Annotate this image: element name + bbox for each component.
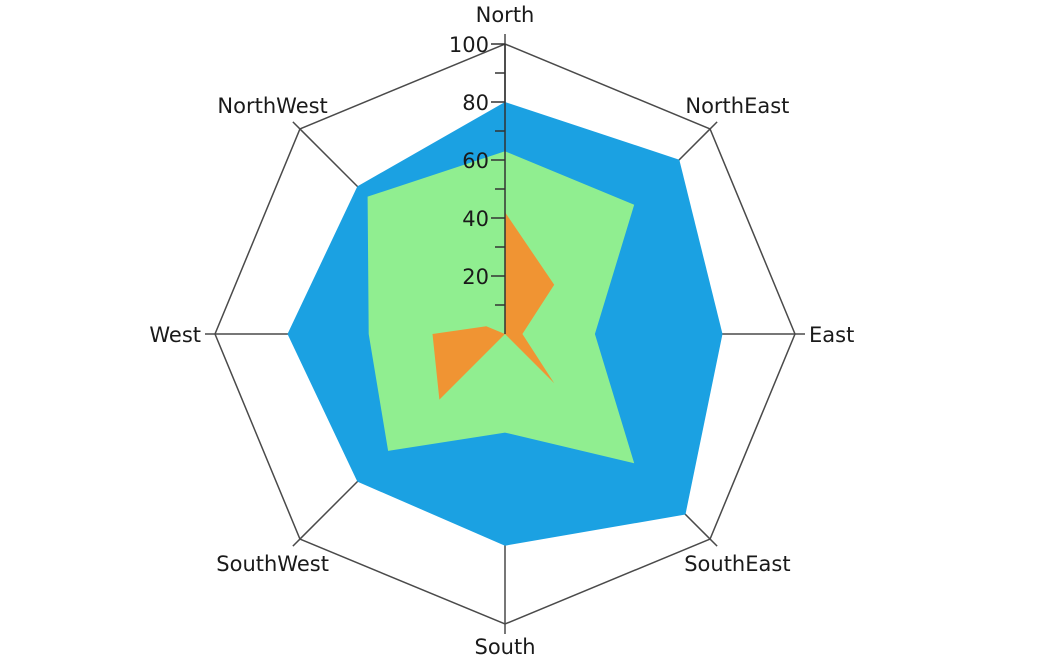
category-label-west: West <box>149 323 201 347</box>
tick-label-80: 80 <box>462 91 489 115</box>
tick-label-100: 100 <box>449 33 489 57</box>
category-label-northwest: NorthWest <box>217 94 327 118</box>
category-labels: North NorthEast East SouthEast South SouthWes… <box>149 3 854 659</box>
category-label-east: East <box>809 323 854 347</box>
tick-label-60: 60 <box>462 149 489 173</box>
spoke-tick <box>709 121 718 130</box>
category-label-southwest: SouthWest <box>216 552 329 576</box>
category-label-south: South <box>474 635 535 659</box>
spoke-tick <box>709 538 718 547</box>
category-label-northeast: NorthEast <box>685 94 789 118</box>
category-label-southeast: SouthEast <box>684 552 790 576</box>
tick-label-20: 20 <box>462 265 489 289</box>
series-2-area <box>367 151 635 464</box>
tick-label-40: 40 <box>462 207 489 231</box>
spoke-tick <box>292 538 301 547</box>
category-label-north: North <box>476 3 535 27</box>
radial-axis: 20 40 60 80 100 <box>449 33 506 334</box>
series-3-area <box>432 212 555 400</box>
spoke-tick <box>292 121 301 130</box>
